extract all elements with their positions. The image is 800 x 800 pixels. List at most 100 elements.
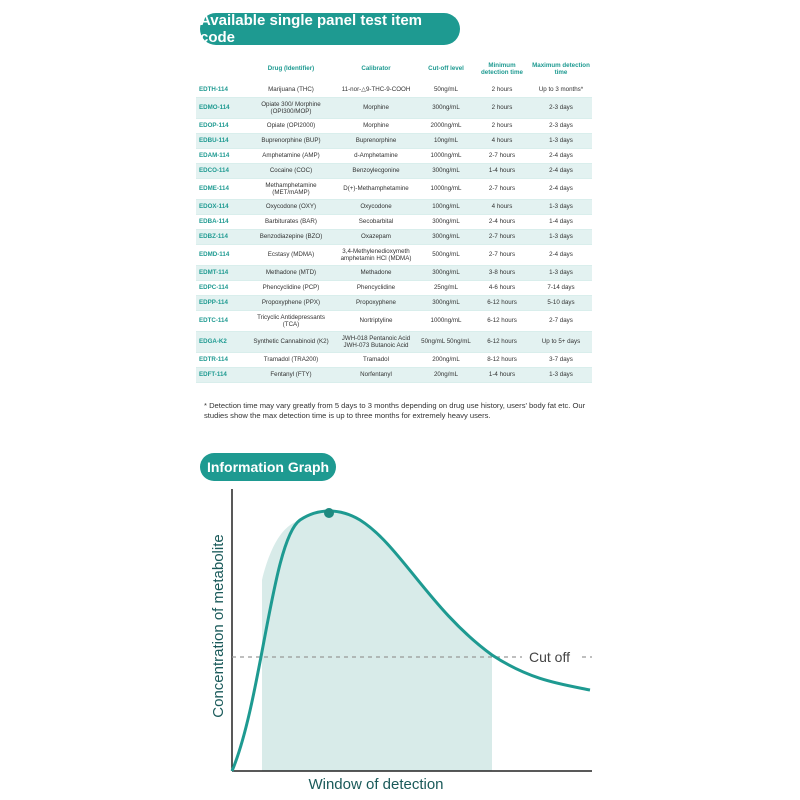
cell-calibrator: Methadone — [334, 265, 418, 281]
table-row: EDAM-114 Amphetamine (AMP) d-Amphetamine 10… — [196, 148, 592, 164]
table-row: EDTH-114 Marijuana (THC) 11-nor-△9-THC-9-C… — [196, 83, 592, 98]
table-row: EDFT-114 Fentanyl (FTY) Norfentanyl 20ng/mL… — [196, 367, 592, 383]
table-row: EDBU-114 Buprenorphine (BUP) Buprenorphine… — [196, 133, 592, 149]
footnote: * Detection time may vary greatly from 5… — [204, 401, 586, 420]
cell-min-detection: 6-12 hours — [474, 310, 530, 332]
cell-code: EDMO-114 — [196, 97, 248, 119]
concentration-curve — [230, 509, 591, 772]
cell-max-detection: 2-4 days — [530, 244, 592, 266]
cell-cutoff: 20ng/mL — [418, 367, 474, 383]
cell-cutoff: 500ng/mL — [418, 244, 474, 266]
cell-code: EDGA-K2 — [196, 331, 248, 353]
cell-cutoff: 2000ng/mL — [418, 118, 474, 134]
cell-cutoff: 300ng/mL — [418, 163, 474, 179]
cell-max-detection: Up to 5+ days — [530, 331, 592, 353]
cell-min-detection: 2 hours — [474, 83, 530, 98]
table-row: EDMD-114 Ecstasy (MDMA) 3,4-Methylenedioxy… — [196, 244, 592, 266]
cell-min-detection: 2-7 hours — [474, 244, 530, 266]
cell-max-detection: 1-3 days — [530, 265, 592, 281]
cell-min-detection: 2-4 hours — [474, 214, 530, 230]
table-row: EDBA-114 Barbiturates (BAR) Secobarbital 30… — [196, 214, 592, 230]
header-min-detection: Minimum detection time — [481, 61, 523, 76]
table-row: EDGA-K2 Synthetic Cannabinoid (K2) JWH-018… — [196, 331, 592, 353]
cell-code: EDTH-114 — [196, 83, 248, 98]
cell-calibrator: Benzoylecgonine — [334, 163, 418, 179]
table-row: EDTC-114 Tricyclic Antidepressants (TCA) N… — [196, 310, 592, 332]
cutoff-label: Cut off — [529, 649, 570, 665]
cell-max-detection: 1-3 days — [530, 229, 592, 245]
header-cutoff: Cut-off level — [428, 65, 464, 73]
cell-calibrator: Nortriptyline — [334, 310, 418, 332]
table-row: EDOX-114 Oxycodone (OXY) Oxycodone 100ng/mL… — [196, 199, 592, 215]
cell-drug: Tricyclic Antidepressants (TCA) — [248, 310, 334, 332]
cell-cutoff: 10ng/mL — [418, 133, 474, 149]
cell-cutoff: 300ng/mL — [418, 229, 474, 245]
cell-min-detection: 3-8 hours — [474, 265, 530, 281]
cell-cutoff: 1000ng/mL — [418, 148, 474, 164]
cell-calibrator: JWH-018 Pentanoic Acid JWH-073 Butanoic … — [334, 331, 418, 353]
cell-cutoff: 1000ng/mL — [418, 310, 474, 332]
cell-max-detection: 1-3 days — [530, 133, 592, 149]
cell-drug: Barbiturates (BAR) — [248, 214, 334, 230]
cell-drug: Opiate 300/ Morphine (OPI300/MOP) — [248, 97, 334, 119]
cell-min-detection: 4 hours — [474, 133, 530, 149]
cell-code: EDBZ-114 — [196, 229, 248, 245]
cell-cutoff: 25ng/mL — [418, 280, 474, 296]
graph-title: Information Graph — [200, 453, 336, 481]
cell-drug: Cocaine (COC) — [248, 163, 334, 179]
table-row: EDOP-114 Opiate (OPI2000) Morphine 2000ng/m… — [196, 118, 592, 134]
table-row: EDMO-114 Opiate 300/ Morphine (OPI300/MOP… — [196, 97, 592, 119]
cell-cutoff: 300ng/mL — [418, 97, 474, 119]
cell-min-detection: 2-7 hours — [474, 229, 530, 245]
x-axis-label: Window of detection — [308, 776, 443, 793]
cell-max-detection: 7-14 days — [530, 280, 592, 296]
cell-calibrator: Oxazepam — [334, 229, 418, 245]
cell-calibrator: Morphine — [334, 118, 418, 134]
cell-code: EDME-114 — [196, 178, 248, 200]
cell-drug: Methamphetamine (MET/mAMP) — [248, 178, 334, 200]
cell-code: EDTC-114 — [196, 310, 248, 332]
table-row: EDCO-114 Cocaine (COC) Benzoylecgonine 300n… — [196, 163, 592, 179]
cell-code: EDBU-114 — [196, 133, 248, 149]
cell-drug: Tramadol (TRA200) — [248, 352, 334, 368]
cell-max-detection: 1-3 days — [530, 367, 592, 383]
cell-min-detection: 4-6 hours — [474, 280, 530, 296]
cell-cutoff: 50ng/mL — [418, 83, 474, 98]
cell-drug: Buprenorphine (BUP) — [248, 133, 334, 149]
cell-calibrator: 3,4-Methylenedioxymeth amphetamin HCl (M… — [334, 244, 418, 266]
cell-min-detection: 1-4 hours — [474, 367, 530, 383]
cell-calibrator: Propoxyphene — [334, 295, 418, 311]
cell-drug: Marijuana (THC) — [248, 83, 334, 98]
y-axis-label: Concentration of metabolite — [210, 534, 227, 717]
cell-min-detection: 4 hours — [474, 199, 530, 215]
test-item-code-table: Drug (Identifier) Calibrator Cut-off lev… — [196, 55, 592, 383]
cell-max-detection: 2-3 days — [530, 118, 592, 134]
cell-cutoff: 200ng/mL — [418, 352, 474, 368]
cell-code: EDAM-114 — [196, 148, 248, 164]
cell-cutoff: 100ng/mL — [418, 199, 474, 215]
cell-code: EDCO-114 — [196, 163, 248, 179]
cell-drug: Ecstasy (MDMA) — [248, 244, 334, 266]
cell-code: EDPP-114 — [196, 295, 248, 311]
cell-calibrator: D(+)-Methamphetamine — [334, 178, 418, 200]
cell-drug: Oxycodone (OXY) — [248, 199, 334, 215]
table-row: EDPC-114 Phencyclidine (PCP) Phencyclidine… — [196, 280, 592, 296]
cell-calibrator: Secobarbital — [334, 214, 418, 230]
cell-min-detection: 1-4 hours — [474, 163, 530, 179]
cell-cutoff: 50ng/mL 50ng/mL — [418, 331, 474, 353]
cell-calibrator: Phencyclidine — [334, 280, 418, 296]
cell-max-detection: 2-7 days — [530, 310, 592, 332]
cell-min-detection: 2 hours — [474, 118, 530, 134]
cell-min-detection: 6-12 hours — [474, 331, 530, 353]
cell-drug: Synthetic Cannabinoid (K2) — [248, 331, 334, 353]
cell-max-detection: 1-4 days — [530, 214, 592, 230]
cell-code: EDMD-114 — [196, 244, 248, 266]
cell-max-detection: 5-10 days — [530, 295, 592, 311]
cell-min-detection: 8-12 hours — [474, 352, 530, 368]
cell-max-detection: 2-4 days — [530, 148, 592, 164]
cell-drug: Propoxyphene (PPX) — [248, 295, 334, 311]
cell-calibrator: 11-nor-△9-THC-9-COOH — [334, 83, 418, 98]
cell-code: EDTR-114 — [196, 352, 248, 368]
header-max-detection: Maximum detection time — [532, 61, 590, 76]
